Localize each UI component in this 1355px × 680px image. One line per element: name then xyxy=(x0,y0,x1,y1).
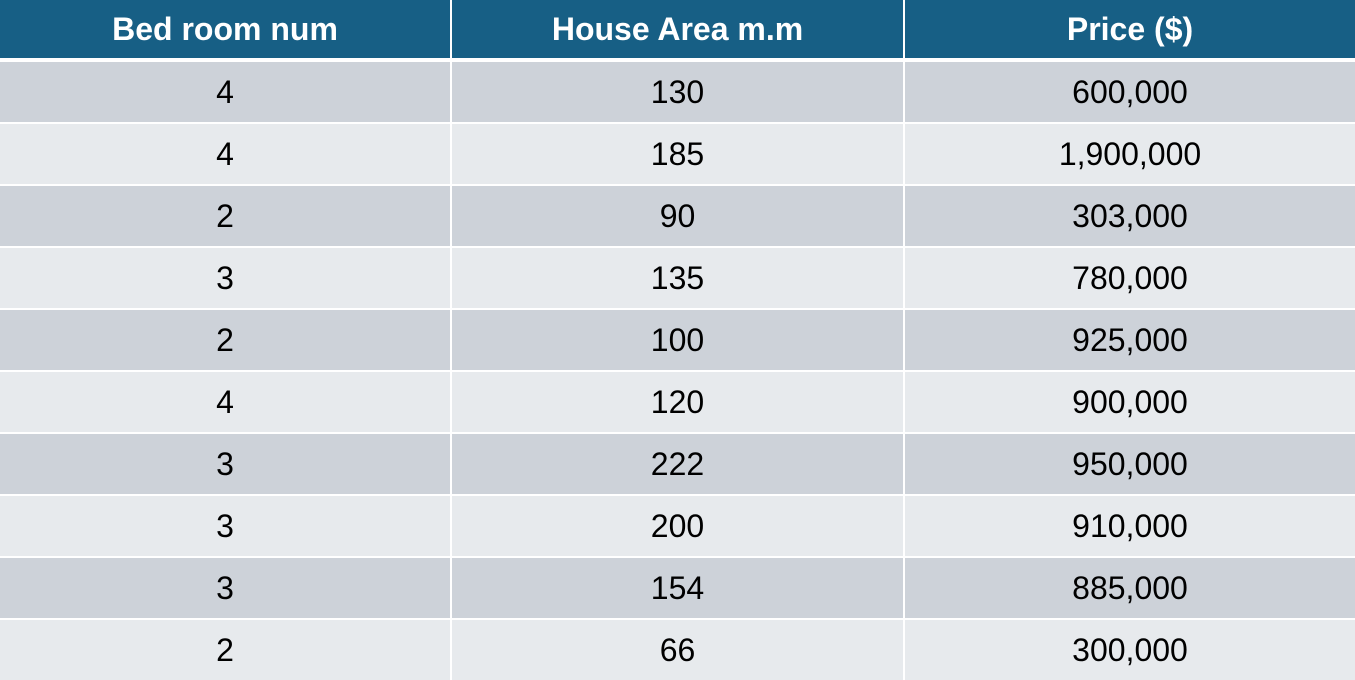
cell-house-area: 120 xyxy=(450,370,905,433)
cell-bedrooms: 3 xyxy=(0,432,452,495)
cell-price: 303,000 xyxy=(903,184,1355,247)
cell-bedrooms: 3 xyxy=(0,494,452,557)
cell-bedrooms: 3 xyxy=(0,246,452,309)
table-row: 3 154 885,000 xyxy=(0,556,1355,619)
cell-bedrooms: 4 xyxy=(0,122,452,185)
table-row: 4 130 600,000 xyxy=(0,59,1355,123)
cell-price: 885,000 xyxy=(903,556,1355,619)
table-header-row: Bed room num House Area m.m Price ($) xyxy=(0,0,1355,62)
header-price: Price ($) xyxy=(903,0,1355,62)
cell-house-area: 154 xyxy=(450,556,905,619)
cell-house-area: 100 xyxy=(450,308,905,371)
cell-bedrooms: 4 xyxy=(0,59,452,123)
cell-house-area: 200 xyxy=(450,494,905,557)
table-row: 2 90 303,000 xyxy=(0,184,1355,247)
cell-price: 950,000 xyxy=(903,432,1355,495)
cell-bedrooms: 3 xyxy=(0,556,452,619)
cell-house-area: 222 xyxy=(450,432,905,495)
cell-house-area: 90 xyxy=(450,184,905,247)
cell-bedrooms: 2 xyxy=(0,184,452,247)
table-row: 4 120 900,000 xyxy=(0,370,1355,433)
table-row: 3 222 950,000 xyxy=(0,432,1355,495)
cell-price: 300,000 xyxy=(903,618,1355,680)
table-row: 4 185 1,900,000 xyxy=(0,122,1355,185)
cell-price: 780,000 xyxy=(903,246,1355,309)
cell-bedrooms: 4 xyxy=(0,370,452,433)
cell-price: 600,000 xyxy=(903,59,1355,123)
table-row: 2 66 300,000 xyxy=(0,618,1355,680)
cell-bedrooms: 2 xyxy=(0,308,452,371)
header-bedrooms: Bed room num xyxy=(0,0,452,62)
table-row: 3 135 780,000 xyxy=(0,246,1355,309)
cell-house-area: 66 xyxy=(450,618,905,680)
table-row: 2 100 925,000 xyxy=(0,308,1355,371)
table-row: 3 200 910,000 xyxy=(0,494,1355,557)
cell-price: 900,000 xyxy=(903,370,1355,433)
cell-bedrooms: 2 xyxy=(0,618,452,680)
cell-price: 1,900,000 xyxy=(903,122,1355,185)
cell-house-area: 185 xyxy=(450,122,905,185)
cell-price: 910,000 xyxy=(903,494,1355,557)
cell-house-area: 135 xyxy=(450,246,905,309)
cell-house-area: 130 xyxy=(450,59,905,123)
header-house-area: House Area m.m xyxy=(450,0,905,62)
cell-price: 925,000 xyxy=(903,308,1355,371)
